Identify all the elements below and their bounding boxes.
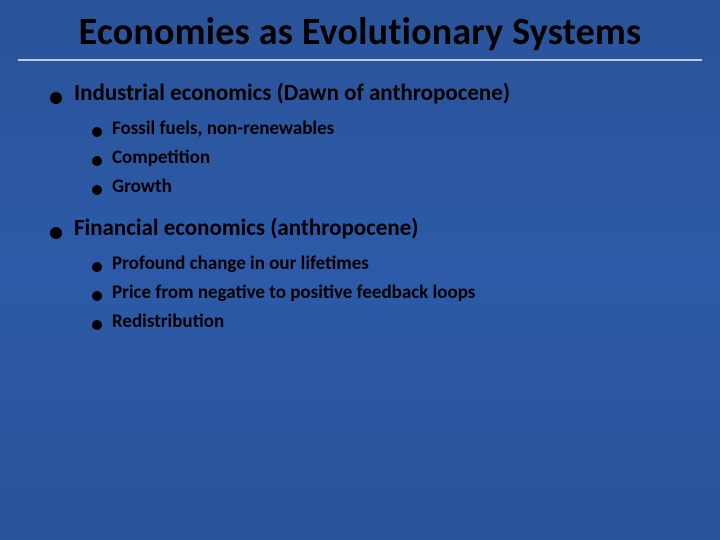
bullet-disc-icon [92,320,102,330]
list-item-text: Growth [112,175,172,198]
list-item: Fossil fuels, non-renewables [92,117,670,140]
section-1-items: Profound change in our lifetimes Price f… [50,252,670,333]
content-area: Industrial economics (Dawn of anthropoce… [0,61,720,333]
bullet-disc-icon [92,262,102,272]
list-item-text: Profound change in our lifetimes [112,252,369,275]
list-item-text: Competition [112,146,210,169]
list-item-text: Price from negative to positive feedback… [112,281,475,304]
bullet-disc-icon [92,127,102,137]
list-item: Price from negative to positive feedback… [92,281,670,304]
section-0: Industrial economics (Dawn of anthropoce… [50,79,670,198]
list-item-text: Redistribution [112,310,224,333]
bullet-disc-icon [50,227,62,239]
slide: Economies as Evolutionary Systems Indust… [0,0,720,540]
bullet-disc-icon [92,291,102,301]
list-item: Growth [92,175,670,198]
slide-title: Economies as Evolutionary Systems [40,12,680,53]
list-item-text: Fossil fuels, non-renewables [112,117,334,140]
section-heading-row: Industrial economics (Dawn of anthropoce… [50,79,670,107]
bullet-disc-icon [50,92,62,104]
bullet-disc-icon [92,185,102,195]
section-0-items: Fossil fuels, non-renewables Competition… [50,117,670,198]
section-heading: Financial economics (anthropocene) [74,214,418,242]
bullet-disc-icon [92,156,102,166]
title-block: Economies as Evolutionary Systems [0,0,720,53]
section-heading: Industrial economics (Dawn of anthropoce… [74,79,510,107]
list-item: Redistribution [92,310,670,333]
list-item: Competition [92,146,670,169]
section-1: Financial economics (anthropocene) Profo… [50,214,670,333]
list-item: Profound change in our lifetimes [92,252,670,275]
section-heading-row: Financial economics (anthropocene) [50,214,670,242]
